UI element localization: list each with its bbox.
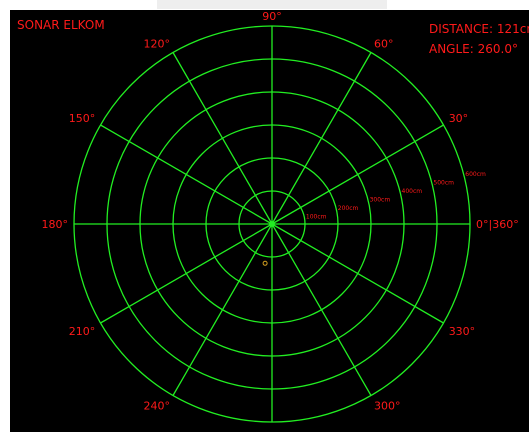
angle-label-0: 0°|360° xyxy=(476,218,519,231)
angle-label-150: 150° xyxy=(69,112,96,125)
distance-readout: DISTANCE: 121cm xyxy=(429,22,529,36)
distance-label: DISTANCE: xyxy=(429,22,493,36)
ring-label-4: 400cm xyxy=(402,188,423,195)
ring-label-5: 500cm xyxy=(433,179,454,186)
angle-label: ANGLE: xyxy=(429,42,474,56)
angle-label-90: 90° xyxy=(262,10,282,23)
angle-label-210: 210° xyxy=(69,325,96,338)
spoke-240 xyxy=(172,223,273,396)
detected-object-marker xyxy=(262,260,268,266)
ring-label-6: 600cm xyxy=(465,171,486,178)
spoke-330 xyxy=(271,223,444,324)
spoke-30 xyxy=(271,124,444,225)
angle-label-120: 120° xyxy=(144,37,171,50)
radar-display: 0°|360° 30° 60° 90° 120° 150° 180° 210° 240° 270°… xyxy=(42,10,519,432)
radar-center xyxy=(269,221,275,227)
angle-label-270: 270° xyxy=(259,430,286,432)
distance-value: 121cm xyxy=(496,22,529,36)
angle-value: 260.0° xyxy=(477,42,518,56)
spoke-150 xyxy=(100,124,273,225)
top-bar xyxy=(0,0,529,10)
ring-label-1: 100cm xyxy=(306,214,327,221)
app-title: SONAR ELKOM xyxy=(17,18,105,32)
angle-label-30: 30° xyxy=(449,112,469,125)
spoke-60 xyxy=(271,52,372,225)
angle-label-60: 60° xyxy=(374,37,394,50)
left-edge-strip xyxy=(0,10,10,432)
angle-label-330: 330° xyxy=(449,325,476,338)
angle-label-240: 240° xyxy=(144,400,171,413)
spoke-210 xyxy=(100,223,273,324)
angle-readout: ANGLE: 260.0° xyxy=(429,42,518,56)
angle-label-180: 180° xyxy=(42,218,69,231)
spoke-300 xyxy=(271,223,372,396)
sonar-screen: 0°|360° 30° 60° 90° 120° 150° 180° 210° 240° 270°… xyxy=(10,10,529,432)
spoke-120 xyxy=(172,52,273,225)
angle-label-300: 300° xyxy=(374,400,401,413)
ring-label-3: 300cm xyxy=(370,196,391,203)
top-bar-tab xyxy=(157,0,387,9)
ring-label-2: 200cm xyxy=(338,205,359,212)
